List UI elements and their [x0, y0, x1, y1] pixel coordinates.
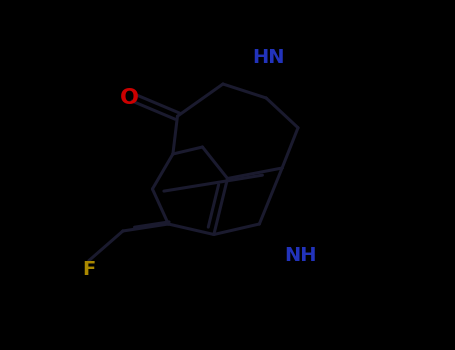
Text: O: O — [120, 88, 139, 108]
Text: F: F — [82, 260, 96, 279]
Text: HN: HN — [253, 48, 285, 67]
Text: NH: NH — [284, 246, 317, 265]
